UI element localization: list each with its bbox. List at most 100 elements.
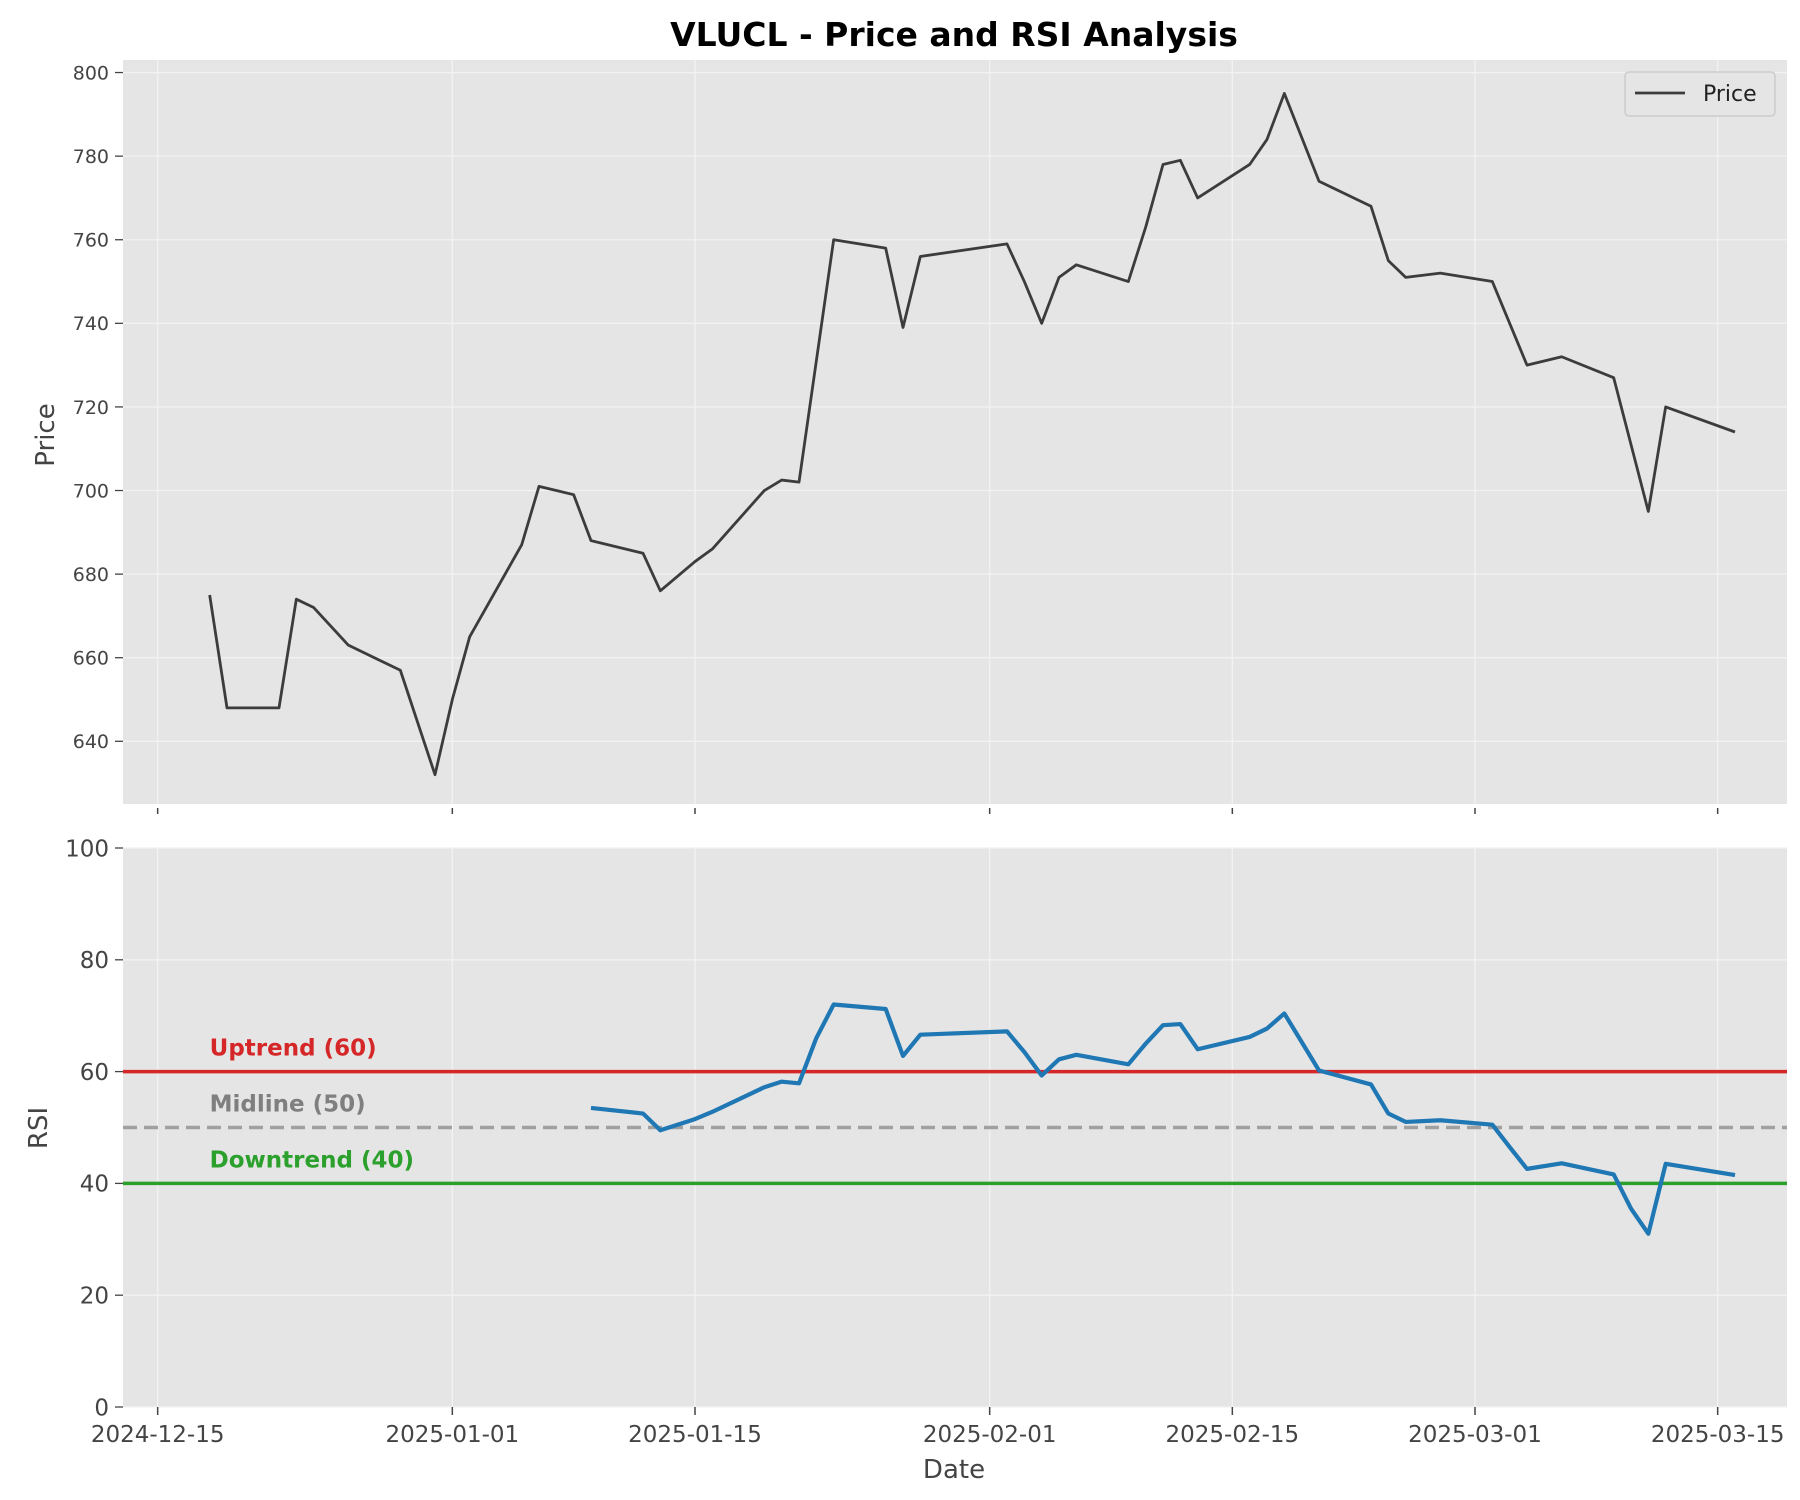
data-point-rsi <box>658 1128 662 1132</box>
data-point-price <box>1386 259 1390 263</box>
series-line-price <box>208 92 1736 777</box>
data-point-price <box>1282 91 1286 95</box>
data-point-price <box>797 480 801 484</box>
data-point-price <box>433 773 437 777</box>
y-tick-label: 800 <box>73 62 109 84</box>
data-point-rsi <box>1490 1123 1494 1127</box>
data-point-price <box>832 238 836 242</box>
y-tick-label: 100 <box>65 836 109 862</box>
series-line-rsi <box>590 1002 1736 1236</box>
x-axis-label: Date <box>923 1455 985 1485</box>
data-point-rsi <box>1040 1074 1044 1078</box>
x-tick-label: 2025-02-15 <box>1165 1422 1299 1448</box>
data-point-rsi <box>780 1080 784 1084</box>
data-point-price <box>1664 405 1668 409</box>
data-point-rsi <box>762 1085 766 1089</box>
rsi-y-axis-label: RSI <box>24 1107 54 1149</box>
x-tick-label: 2025-03-01 <box>1408 1422 1542 1448</box>
data-point-price <box>1733 430 1737 434</box>
data-point-rsi <box>1265 1027 1269 1031</box>
y-tick-label: 20 <box>80 1283 109 1309</box>
price-y-axis-label: Price <box>31 403 61 466</box>
data-point-price <box>1040 321 1044 325</box>
data-point-rsi <box>1196 1047 1200 1051</box>
data-point-rsi <box>710 1110 714 1114</box>
data-point-price <box>520 543 524 547</box>
data-point-price <box>658 589 662 593</box>
data-point-rsi <box>1629 1207 1633 1211</box>
data-point-price <box>780 478 784 482</box>
data-point-price <box>901 326 905 330</box>
legend-box <box>1624 71 1776 117</box>
data-point-price <box>884 246 888 250</box>
data-point-price <box>277 706 281 710</box>
price-x-tick-marks <box>156 808 1719 814</box>
data-point-rsi <box>1005 1029 1009 1033</box>
y-tick-label: 40 <box>80 1172 109 1198</box>
y-tick-label: 680 <box>73 564 109 586</box>
y-tick-label: 780 <box>73 146 109 168</box>
data-point-rsi <box>1074 1053 1078 1057</box>
chart-title: VLUCL - Price and RSI Analysis <box>670 15 1238 54</box>
data-point-price <box>1525 363 1529 367</box>
data-point-price <box>589 539 593 543</box>
data-point-rsi <box>1508 1145 1512 1149</box>
data-point-rsi <box>1317 1068 1321 1072</box>
data-point-price <box>1074 263 1078 267</box>
data-point-rsi <box>797 1081 801 1085</box>
y-tick-label: 720 <box>73 397 109 419</box>
data-point-rsi <box>1178 1022 1182 1026</box>
data-point-rsi <box>1525 1167 1529 1171</box>
data-point-price <box>1178 158 1182 162</box>
data-point-rsi <box>1126 1062 1130 1066</box>
y-tick-label: 0 <box>94 1395 109 1421</box>
data-point-rsi <box>901 1054 905 1058</box>
rsi-y-ticks: 0 20 40 60 80 100 <box>65 836 123 1421</box>
data-point-rsi <box>832 1003 836 1007</box>
data-point-price <box>1612 376 1616 380</box>
data-point-price <box>1369 204 1373 208</box>
price-panel: 640 660 680 700 720 740 760 780 800 Price Price <box>31 60 1787 814</box>
data-point-price <box>312 606 316 610</box>
data-point-rsi <box>1144 1042 1148 1046</box>
data-point-price <box>1126 280 1130 284</box>
data-point-price <box>710 547 714 551</box>
data-point-price <box>1022 280 1026 284</box>
data-point-rsi <box>1733 1173 1737 1177</box>
y-tick-label: 80 <box>80 948 109 974</box>
data-point-price <box>1248 162 1252 166</box>
price-y-ticks: 640 660 680 700 720 740 760 780 800 <box>73 62 123 753</box>
data-point-price <box>1560 355 1564 359</box>
reference-line-label: Midline (50) <box>210 1092 366 1118</box>
data-point-price <box>814 359 818 363</box>
data-point-rsi <box>1646 1232 1650 1236</box>
data-point-rsi <box>1369 1082 1373 1086</box>
rsi-reference-lines: Uptrend (60) Midline (50) Downtrend (40) <box>123 1036 1787 1186</box>
data-point-rsi <box>1612 1172 1616 1176</box>
data-point-rsi <box>693 1117 697 1121</box>
data-point-price <box>1057 275 1061 279</box>
data-point-price <box>1144 225 1148 229</box>
data-point-rsi <box>1404 1120 1408 1124</box>
x-tick-label: 2024-12-15 <box>91 1422 225 1448</box>
data-point-price <box>554 489 558 493</box>
y-tick-label: 60 <box>80 1060 109 1086</box>
y-tick-label: 740 <box>73 313 109 335</box>
rsi-x-ticks: 2024-12-15 2025-01-01 2025-01-15 2025-02-01… <box>91 1407 1785 1448</box>
data-point-rsi <box>918 1033 922 1037</box>
data-point-rsi <box>589 1106 593 1110</box>
data-point-price <box>208 593 212 597</box>
price-plot-area <box>123 60 1787 804</box>
data-point-rsi <box>884 1007 888 1011</box>
data-point-rsi <box>1282 1011 1286 1015</box>
data-point-price <box>762 489 766 493</box>
data-point-rsi <box>1664 1162 1668 1166</box>
y-tick-label: 700 <box>73 480 109 502</box>
x-tick-label: 2025-03-15 <box>1651 1422 1785 1448</box>
legend-label-price: Price <box>1703 82 1757 107</box>
data-point-price <box>693 560 697 564</box>
reference-line-label: Uptrend (60) <box>210 1036 377 1062</box>
data-point-price <box>1005 242 1009 246</box>
data-point-price <box>346 643 350 647</box>
